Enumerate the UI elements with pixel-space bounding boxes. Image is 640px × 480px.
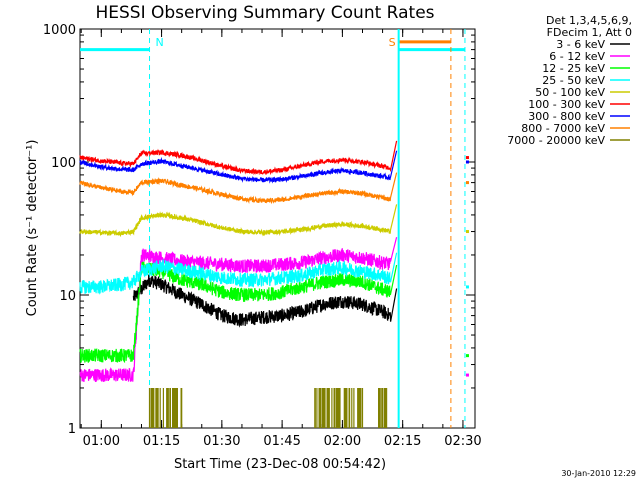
plot-area: 1 10 100 1000 01:00 01:15 01:30 01:45 02:00 02:15… [43,23,482,449]
series-line [79,261,398,364]
legend-entry-label: 300 - 800 keV [528,110,605,123]
chart-title: HESSI Observing Summary Count Rates [95,3,434,23]
legend-entry-label: 25 - 50 keV [542,74,605,87]
legend-entry-label: 800 - 7000 keV [521,122,605,135]
y-tick-label: 10 [59,289,76,304]
y-tick-label: 1 [68,422,76,437]
legend-entry-label: 100 - 300 keV [528,98,605,111]
x-tick-label: 02:00 [324,434,361,449]
x-tick-label: 02:15 [384,434,421,449]
legend-header: FDecim 1, Att 0 [547,26,632,39]
legend-entry-label: 6 - 12 keV [549,50,605,63]
series-line [79,204,398,238]
y-tick-label: 100 [51,156,76,171]
x-axis-label: Start Time (23-Dec-08 00:54:42) [174,457,386,472]
series-line [79,140,398,176]
series-line [79,237,398,383]
y-tick-label: 1000 [43,23,76,38]
legend: Det 1,3,4,5,6,9,FDecim 1, Att 03 - 6 keV… [507,14,632,147]
footer-timestamp: 30-Jan-2010 12:29 [561,469,636,478]
x-tick-label: 01:45 [263,434,300,449]
x-tick-label: 02:30 [444,434,481,449]
y-axis-label: Count Rate (s⁻¹ detector⁻¹) [25,140,40,317]
legend-header: Det 1,3,4,5,6,9, [546,14,632,27]
series-line [148,388,388,428]
series-line [79,150,398,184]
legend-entry-label: 12 - 25 keV [542,62,605,75]
flag-marker-label: N [156,36,164,49]
x-tick-label: 01:30 [203,434,240,449]
series-line [79,252,398,295]
series-line [132,274,398,328]
x-tick-label: 01:15 [143,434,180,449]
plot-frame [79,28,476,429]
series-line [79,172,398,205]
legend-entry-label: 50 - 100 keV [535,86,605,99]
legend-entry-label: 7000 - 20000 keV [507,134,605,147]
legend-entry-label: 3 - 6 keV [556,38,605,51]
x-tick-label: 01:00 [83,434,120,449]
flag-marker-label: S [389,36,396,49]
